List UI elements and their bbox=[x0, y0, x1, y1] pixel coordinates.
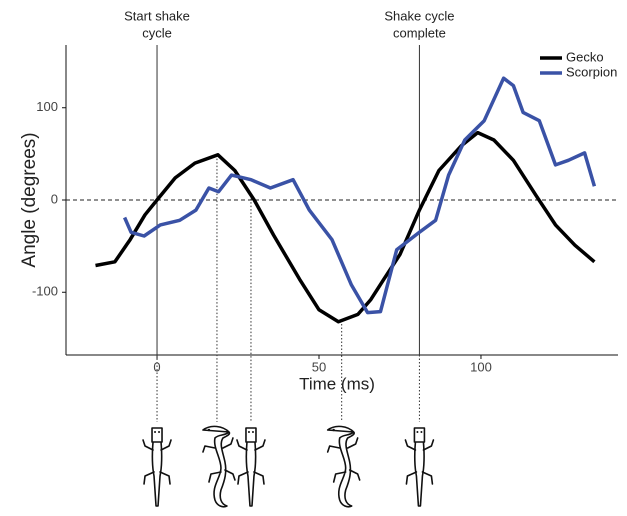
y-tick-label: 0 bbox=[51, 191, 58, 206]
lizard-icon bbox=[326, 425, 361, 508]
series-line bbox=[95, 130, 596, 324]
lizard-icon bbox=[404, 427, 435, 507]
legend-label: Scorpion bbox=[566, 64, 617, 79]
event-label: Shake cycle bbox=[384, 8, 454, 23]
x-tick-label: 50 bbox=[312, 359, 326, 374]
y-tick-label: 100 bbox=[36, 99, 58, 114]
event-label: Start shake bbox=[124, 8, 190, 23]
y-tick-label: -100 bbox=[32, 284, 58, 299]
x-tick-label: 100 bbox=[470, 359, 492, 374]
event-label: complete bbox=[393, 25, 446, 40]
lizard-icon bbox=[142, 427, 172, 507]
lizard-icon bbox=[202, 425, 236, 508]
legend-label: Gecko bbox=[566, 49, 604, 64]
event-label: cycle bbox=[142, 25, 172, 40]
y-axis-label: Angle (degrees) bbox=[19, 132, 40, 267]
x-axis-label: Time (ms) bbox=[299, 374, 375, 393]
lizard-icon bbox=[236, 427, 266, 507]
series-line bbox=[122, 76, 597, 315]
